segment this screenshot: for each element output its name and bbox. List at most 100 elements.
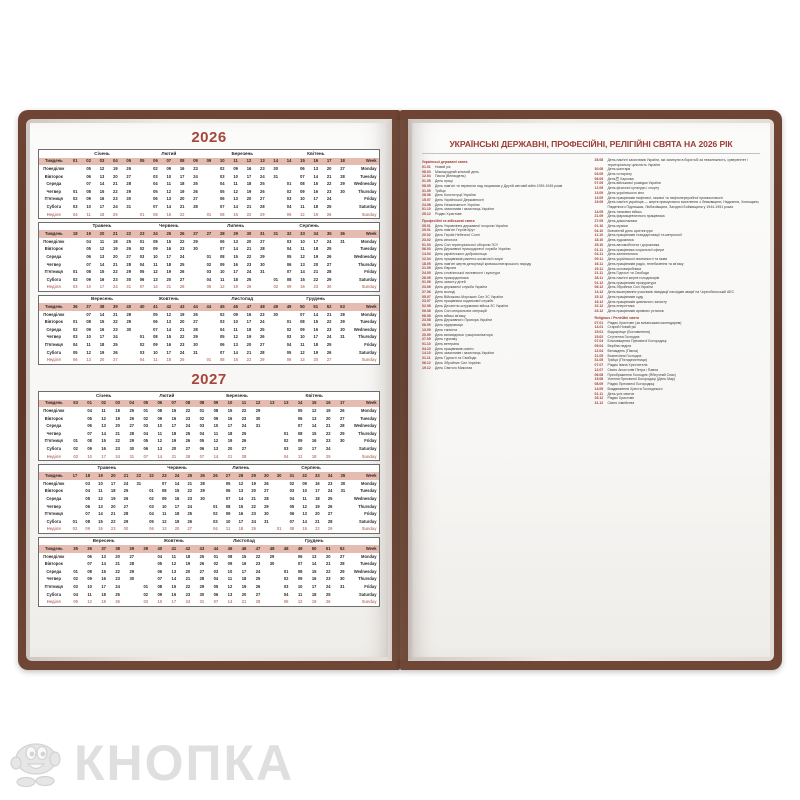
holiday-date: 04.11 [594, 252, 604, 257]
month-header-row: Травень Червень Липень Серпень [39, 464, 380, 472]
day-cell: 10 [157, 423, 163, 429]
day-cell: 24 [326, 334, 332, 340]
day-cell: 27 [339, 553, 345, 559]
weekday-row: Субота 05 12 19 26 03 10 17 24 31 07 14 21 28 05 12 19 26… [39, 349, 380, 357]
holiday-name: День фізичної культури і спорту [607, 186, 660, 191]
weekday-label-ua: Субота [46, 591, 62, 597]
day-cell [279, 407, 293, 415]
day-cell: 07 [300, 173, 305, 179]
holiday-row: 24.05 День слов'янської писемності і куль… [422, 271, 588, 276]
day-cell [69, 480, 82, 488]
holiday-date: 12.04 [422, 174, 431, 179]
month-name: Березень [226, 392, 248, 398]
day-cell: 12 [233, 188, 238, 194]
day-cell: 19 [233, 284, 238, 290]
day-cell: 13 [86, 357, 91, 363]
holiday-name: День державної служби України [435, 285, 488, 290]
day-cell: 31 [264, 518, 269, 524]
day-cell: 19 [313, 211, 319, 217]
day-cell [336, 211, 349, 219]
day-cell: 27 [241, 445, 247, 451]
holiday-date: 06.03 [422, 247, 431, 252]
day-cell: 11 [213, 430, 219, 436]
day-cell [336, 268, 349, 276]
day-cell [209, 488, 222, 496]
day-cell: 13 [153, 276, 158, 282]
day-cell: 16 [238, 511, 244, 517]
day-cell: 09 [302, 480, 307, 486]
day-cell: 19 [179, 188, 185, 194]
week-number: 02 [96, 399, 111, 408]
holiday-name: День нотаріату [607, 172, 632, 177]
day-cell: 23 [327, 480, 333, 486]
holiday-row: 21.11 День Гідності та Свободи [422, 356, 588, 361]
day-cell: 25 [325, 591, 331, 597]
day-cell: 24 [113, 334, 118, 340]
day-cell [69, 407, 83, 415]
weekday-row: П'ятниця 01 08 15 22 29 05 12 19 26 05 12 19 26 02 09 16… [39, 438, 380, 446]
day-cell: 13 [162, 526, 167, 532]
weekday-label-en: Monday [361, 165, 377, 171]
holiday-row: 13.09 День танкіста [422, 328, 588, 333]
day-cell: 22 [113, 319, 118, 325]
day-cell: 31 [193, 349, 198, 355]
day-cell: 06 [286, 357, 292, 363]
spacer-cell [349, 464, 379, 472]
day-cell: 21 [110, 511, 116, 517]
day-cell: 22 [246, 253, 252, 259]
weekday-label-ua: Вівторок [44, 173, 63, 179]
day-cell: 07 [289, 518, 295, 524]
day-cell: 19 [313, 253, 319, 259]
day-cell: 28 [129, 561, 134, 567]
day-cell: 30 [269, 561, 275, 567]
holiday-date: 14.03 [422, 252, 431, 257]
day-cell: 25 [199, 553, 205, 559]
week-label-ua: Тиждень [38, 157, 69, 166]
week-number: 10 [222, 399, 237, 408]
week-number: 18 [335, 157, 350, 166]
day-cell: 27 [126, 173, 131, 179]
holiday-date: 19.11 [594, 266, 604, 271]
week-label-en: Week [349, 472, 380, 481]
day-cell [135, 173, 148, 181]
holiday-date: 06.08 [594, 372, 604, 377]
day-cell: 27 [339, 415, 345, 421]
day-cell [69, 261, 82, 269]
holiday-row: 22.12 День енергетика [595, 304, 761, 309]
day-cell: 15 [171, 407, 177, 413]
day-cell: 03 [139, 349, 145, 355]
day-cell: 20 [171, 445, 177, 451]
week-number-row: Тиждень 35 36 37 38 39 39 40 41 42 43 44 45 46 47 48 48 4… [38, 545, 380, 553]
day-cell: 17 [101, 584, 106, 590]
weekday-label-en: Friday [364, 584, 377, 590]
day-cell: 06 [87, 423, 92, 429]
day-cell: 30 [255, 415, 261, 421]
day-cell: 26 [187, 518, 193, 524]
day-cell [196, 518, 209, 526]
day-cell: 13 [300, 357, 305, 363]
day-cell: 17 [110, 480, 116, 486]
holiday-date: 25.10 [594, 242, 604, 247]
day-cell: 17 [99, 334, 105, 340]
month-header-row: Травень Червень Липень Серпень [39, 222, 380, 230]
day-cell: 21 [246, 246, 252, 252]
weekday-label-ua: Неділя [46, 526, 61, 532]
day-cell: 09 [153, 246, 158, 252]
week-number: 08 [180, 399, 195, 408]
holiday-row: 04.10 Всесвітній день архітектури [595, 229, 761, 234]
day-cell: 12 [311, 407, 317, 413]
holiday-row: 09.11 День української писемності та мови [595, 257, 761, 262]
day-cell: 11 [300, 203, 305, 209]
weekday-label-en: Friday [364, 342, 377, 347]
holiday-row: 14.10 День захисників і захисниць України [422, 351, 588, 356]
day-cell: 12 [300, 211, 305, 217]
week-number: 31 [269, 230, 283, 239]
day-cell: 17 [313, 334, 319, 340]
day-cell: 24 [113, 284, 118, 290]
day-cell: 22 [113, 188, 118, 194]
holiday-name: День танкових військ [607, 209, 642, 214]
day-cell: 10 [87, 453, 92, 459]
day-cell [335, 598, 349, 606]
day-cell [135, 318, 148, 326]
holiday-date: 12.04 [422, 256, 431, 261]
